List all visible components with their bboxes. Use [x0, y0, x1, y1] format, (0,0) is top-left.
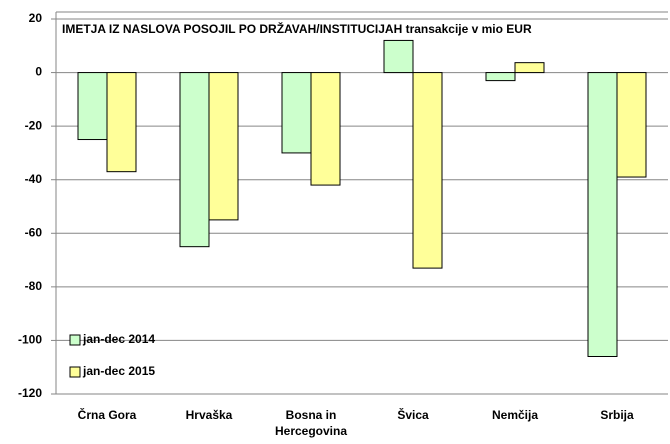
bar: [383, 39, 414, 74]
legend-swatch: [69, 334, 81, 346]
y-tick-label: -80: [25, 279, 43, 293]
x-tick-label: Srbija: [600, 408, 634, 422]
x-tick-label: Nemčija: [492, 408, 538, 422]
x-tick-label: Bosna in Hercegovina: [275, 408, 347, 438]
bar: [412, 72, 443, 269]
legend-label: jan-dec 2015: [82, 364, 155, 378]
bar: [77, 72, 108, 141]
x-tick-label: Črna Gora: [78, 407, 137, 422]
y-tick-label: -20: [25, 118, 43, 132]
bar: [179, 72, 210, 248]
x-tick-label: Švica: [397, 407, 429, 422]
y-tick-label: 0: [35, 65, 42, 79]
bar: [514, 62, 545, 74]
y-tick-label: -100: [18, 333, 42, 347]
bar: [485, 72, 516, 82]
y-tick-label: 20: [29, 11, 43, 25]
bar: [616, 72, 647, 178]
y-tick-label: -60: [25, 225, 43, 239]
y-tick-label: -40: [25, 172, 43, 186]
x-tick-label-line: Bosna in: [286, 408, 337, 422]
x-tick-label-line: Hercegovina: [275, 424, 347, 438]
bar: [208, 72, 239, 221]
y-tick-label: -120: [18, 386, 42, 400]
bar: [106, 72, 137, 173]
x-tick-label: Hrvaška: [186, 408, 233, 422]
legend-swatch: [69, 366, 81, 378]
bar: [310, 72, 341, 186]
chart-title: IMETJA IZ NASLOVA POSOJIL PO DRŽAVAH/INS…: [62, 21, 532, 36]
bar: [587, 72, 618, 357]
bar: [281, 72, 312, 154]
legend-label: jan-dec 2014: [82, 332, 155, 346]
